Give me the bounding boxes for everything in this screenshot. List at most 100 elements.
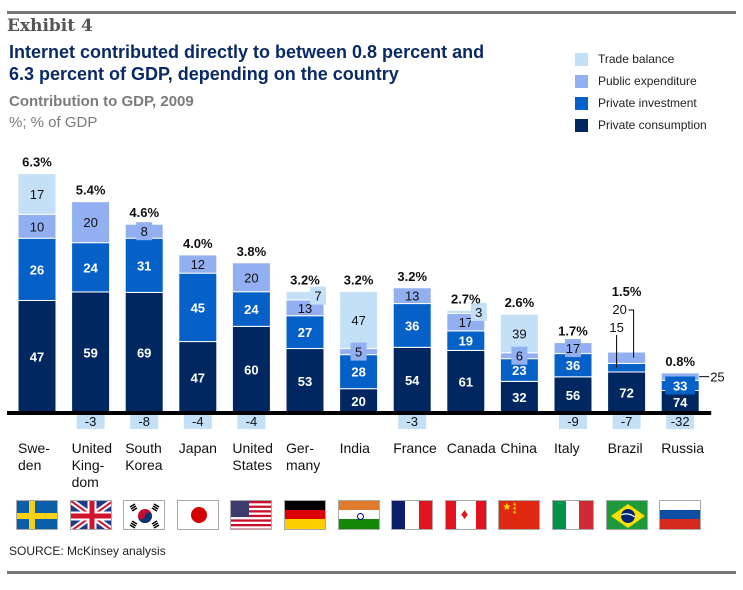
segment-value-label: 47	[351, 313, 365, 328]
flag-brazil-icon	[605, 500, 648, 530]
segment-value-label: 19	[459, 334, 473, 349]
segment-value-label: 72	[619, 385, 633, 400]
bar-segment-private-consumption	[553, 376, 593, 414]
bar-total-label: 5.4%	[76, 183, 106, 198]
bar-segment-public-expenditure	[607, 351, 647, 364]
bar-segment-public-expenditure	[71, 201, 111, 244]
unit-label: %; % of GDP	[9, 114, 98, 131]
legend-swatch	[575, 96, 588, 110]
segment-value-label: 24	[83, 260, 98, 275]
category-label: Ger-	[286, 440, 314, 456]
leader-line	[628, 309, 635, 358]
legend: Trade balance Public expenditure Private…	[575, 48, 707, 136]
flag-france-icon	[391, 500, 434, 530]
bottom-rule	[7, 571, 736, 574]
bar-segment-private-consumption	[285, 348, 325, 414]
segment-value-label: 7	[314, 289, 321, 304]
flag-canada-icon: ♦	[444, 500, 487, 530]
bar-segment-private-investment	[71, 242, 111, 293]
segment-value-label: 15	[609, 320, 623, 335]
bar-total-label: 3.8%	[237, 244, 267, 259]
flag-italy-icon	[552, 500, 594, 530]
category-label: United	[72, 440, 112, 456]
bar-segment-private-investment	[285, 315, 325, 350]
segment-value-label: 60	[244, 363, 258, 378]
small-label-badge	[350, 342, 367, 361]
negative-value-label: -4	[246, 414, 258, 429]
bar-segment-private-consumption	[124, 291, 164, 414]
category-label: den	[18, 457, 41, 473]
bar-segment-trade-balance	[17, 173, 57, 215]
negative-value-label: -4	[192, 414, 204, 429]
category-label: Japan	[179, 440, 217, 456]
segment-value-label: 6	[516, 349, 523, 364]
category-label: Canada	[447, 440, 496, 456]
bar-segment-negative-trade-balance	[76, 413, 105, 429]
negative-value-label: -7	[621, 414, 633, 429]
segment-value-label: 47	[30, 350, 44, 365]
bar-segment-private-investment	[124, 237, 164, 293]
title-line-2: 6.3 percent of GDP, depending on the cou…	[9, 64, 399, 84]
segment-value-label: 8	[141, 224, 148, 239]
segment-value-label: 24	[244, 302, 259, 317]
legend-item-trade-balance: Trade balance	[575, 48, 707, 70]
segment-value-label: 47	[191, 370, 205, 385]
bar-total-label: 2.7%	[451, 291, 481, 306]
small-label-badge	[665, 376, 696, 395]
segment-value-label: 5	[355, 345, 362, 360]
bar-total-label: 3.2%	[344, 272, 374, 287]
flag-japan-icon	[176, 500, 219, 530]
segment-value-label: 27	[298, 325, 312, 340]
segment-value-label: 28	[351, 365, 365, 380]
flag-uk-icon	[69, 500, 112, 530]
segment-value-label: 20	[612, 302, 626, 317]
legend-label: Private investment	[598, 96, 697, 110]
bar-total-label: 3.2%	[290, 272, 320, 287]
bar-segment-negative-trade-balance	[612, 413, 641, 429]
segment-value-label: 3	[475, 305, 482, 320]
bar-segment-trade-balance	[339, 290, 379, 350]
negative-value-label: -9	[567, 414, 579, 429]
small-label-badge	[511, 346, 528, 365]
category-label: China	[500, 440, 537, 456]
segment-value-label: 36	[566, 358, 580, 373]
segment-value-label: 12	[191, 257, 205, 272]
segment-value-label: 17	[566, 341, 580, 356]
bar-segment-private-consumption	[607, 371, 647, 414]
bar-segment-private-consumption	[231, 325, 271, 414]
negative-value-label: -3	[85, 414, 97, 429]
segment-value-label: 13	[405, 289, 419, 304]
bar-total-label: 4.6%	[129, 205, 159, 220]
bar-segment-private-investment	[178, 272, 218, 343]
segment-value-label: 69	[137, 346, 151, 361]
category-label: States	[232, 457, 272, 473]
segment-value-label: 53	[298, 374, 312, 389]
segment-value-label: 54	[405, 373, 420, 388]
segment-value-label: 17	[459, 315, 473, 330]
legend-item-private-consumption: Private consumption	[575, 114, 707, 136]
chart-subtitle: Contribution to GDP, 2009	[9, 93, 194, 110]
bar-segment-public-expenditure	[392, 287, 432, 305]
segment-value-label: 74	[673, 395, 688, 410]
category-label: South	[125, 440, 162, 456]
category-label: France	[393, 440, 437, 456]
bar-segment-public-expenditure	[178, 254, 218, 274]
small-label-badge	[136, 222, 153, 241]
bar-segment-negative-trade-balance	[183, 413, 212, 429]
category-label: Italy	[554, 440, 580, 456]
segment-value-label: 13	[298, 301, 312, 316]
exhibit-label: Exhibit 4	[7, 16, 93, 36]
segment-value-label: 10	[30, 219, 44, 234]
segment-value-label: 25	[710, 370, 724, 385]
legend-item-public-expenditure: Public expenditure	[575, 70, 707, 92]
negative-value-label: -3	[406, 414, 418, 429]
legend-swatch	[575, 52, 588, 66]
category-label: Russia	[661, 440, 704, 456]
category-label: Korea	[125, 457, 163, 473]
flag-sweden-icon	[16, 500, 58, 530]
bar-segment-private-consumption	[71, 291, 111, 414]
category-label: Swe-	[18, 440, 50, 456]
bar-segment-private-consumption	[339, 388, 379, 414]
flag-south-korea-icon	[123, 500, 166, 530]
legend-swatch	[575, 118, 588, 132]
